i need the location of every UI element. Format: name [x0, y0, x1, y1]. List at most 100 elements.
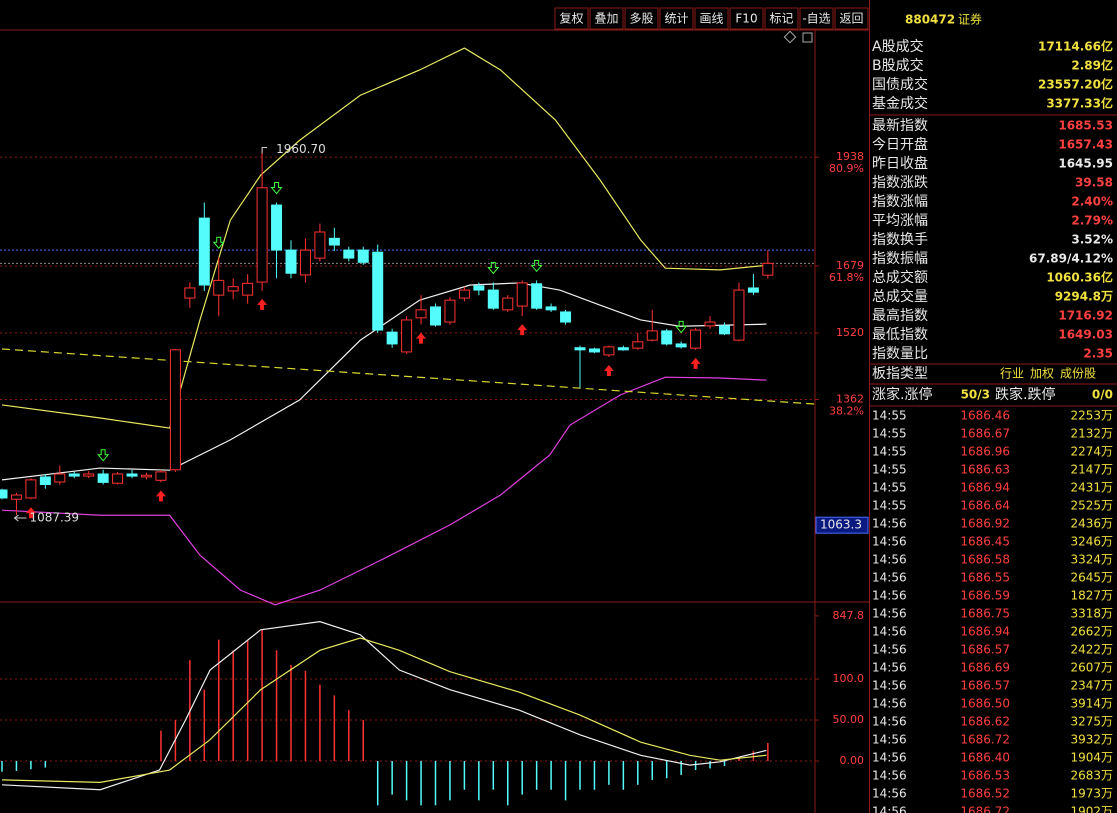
tick-time: 14:56	[872, 625, 907, 639]
tick-volume: 2645万	[1070, 571, 1113, 585]
candle-body	[227, 286, 239, 292]
icon-square[interactable]	[802, 32, 813, 43]
candle-body	[25, 479, 37, 499]
stat-label: 基金成交	[872, 95, 928, 112]
candle-body	[473, 285, 485, 291]
tick-volume: 2525万	[1070, 499, 1113, 513]
tick-price: 1686.45	[960, 535, 1010, 549]
tick-volume: 2147万	[1070, 463, 1113, 477]
candle-body	[719, 325, 730, 335]
candle-body	[198, 217, 210, 286]
candle-body	[444, 299, 456, 323]
candle-body	[112, 473, 124, 484]
tick-price: 1686.72	[960, 733, 1010, 747]
toolbar-button-label[interactable]: 叠加	[594, 12, 618, 26]
tick-time: 14:55	[872, 499, 907, 513]
breadth-value: 50/3	[961, 388, 990, 402]
toolbar-button[interactable]	[834, 7, 869, 30]
tick-volume: 1973万	[1070, 787, 1113, 801]
toolbar-button-label[interactable]: F10	[735, 12, 757, 26]
tick-price: 1686.40	[960, 751, 1010, 765]
tick-volume: 3275万	[1070, 715, 1113, 729]
macd-line	[1, 637, 767, 783]
candle-body	[632, 341, 644, 349]
tick-volume: 2253万	[1070, 409, 1113, 423]
cursor-box	[815, 516, 869, 534]
toolbar-button[interactable]	[659, 7, 694, 30]
stat-label: A股成交	[872, 38, 924, 55]
stat-label: 国债成交	[872, 76, 928, 93]
candle-body	[213, 279, 225, 296]
candle-body	[704, 321, 716, 327]
tick-price: 1686.53	[960, 769, 1010, 783]
toolbar-button[interactable]	[694, 7, 729, 30]
fib-label: 38.2%	[829, 404, 864, 417]
signal-arrow	[530, 259, 543, 273]
candle-body	[328, 237, 340, 246]
tick-volume: 2422万	[1070, 643, 1113, 657]
tick-price: 1686.58	[960, 553, 1010, 567]
signal-arrow	[416, 332, 427, 344]
candle-body	[560, 311, 572, 323]
tick-volume: 2436万	[1070, 517, 1113, 531]
toolbar-button-label[interactable]: 返回	[839, 12, 863, 26]
toolbar-button[interactable]	[729, 7, 764, 30]
tick-time: 14:56	[872, 535, 907, 549]
stat-value: 2.89亿	[1071, 58, 1113, 73]
annotation: 1087.39	[29, 511, 79, 525]
tick-time: 14:56	[872, 517, 907, 531]
toolbar-button[interactable]	[589, 7, 624, 30]
signal-arrow	[270, 182, 283, 195]
icon-diamond[interactable]	[783, 30, 797, 44]
annotation: 1960.70	[276, 142, 326, 156]
signal-arrow	[603, 364, 614, 376]
y-tick-label: 1362	[836, 392, 864, 405]
toolbar-button-label[interactable]: 统计	[664, 12, 688, 26]
candle-body	[83, 473, 95, 477]
tick-time: 14:56	[872, 589, 907, 603]
candle-body	[646, 330, 658, 341]
tick-volume: 2607万	[1070, 661, 1113, 675]
stat-value: 1716.92	[1058, 309, 1113, 323]
toolbar-button[interactable]	[554, 7, 589, 30]
toolbar-button-label[interactable]: 复权	[559, 12, 583, 26]
candle-body	[661, 330, 673, 345]
tick-volume: 2683万	[1070, 769, 1113, 783]
candle-body	[343, 249, 355, 259]
tick-price: 1686.72	[960, 805, 1010, 813]
sector-option[interactable]: 行业	[1000, 367, 1024, 381]
toolbar-button[interactable]	[624, 7, 659, 30]
toolbar-button-label[interactable]: 画线	[699, 12, 723, 26]
sector-option[interactable]: 加权	[1030, 367, 1054, 381]
macd-line	[1, 621, 767, 791]
toolbar-button[interactable]	[764, 7, 799, 30]
panel-name: 证券	[958, 12, 982, 27]
toolbar-button[interactable]	[799, 7, 834, 30]
signal-arrow	[675, 320, 688, 334]
candle-body	[747, 287, 759, 293]
stat-value: 39.58	[1075, 176, 1113, 190]
candle-body	[314, 231, 326, 259]
tick-price: 1686.94	[960, 625, 1010, 639]
toolbar-button-label[interactable]: -自选	[802, 12, 830, 26]
candle-body	[97, 473, 109, 483]
tick-time: 14:55	[872, 427, 907, 441]
tick-time: 14:56	[872, 769, 907, 783]
toolbar-button-label[interactable]: 标记	[769, 12, 793, 26]
candle-body	[531, 283, 543, 309]
tick-time: 14:55	[872, 445, 907, 459]
annotation-pointer	[13, 514, 27, 522]
sector-option[interactable]: 成份股	[1060, 367, 1096, 381]
tick-price: 1686.62	[960, 715, 1010, 729]
tick-volume: 3246万	[1070, 535, 1113, 549]
stat-value: 23557.20亿	[1038, 77, 1113, 92]
candle-body	[68, 473, 80, 477]
tick-time: 14:56	[872, 715, 907, 729]
toolbar-button-label[interactable]: 多股	[629, 12, 653, 26]
annotation-pointer	[261, 147, 268, 154]
tick-volume: 2132万	[1070, 427, 1113, 441]
stat-value: 1649.03	[1058, 328, 1113, 342]
fib-label: 61.8%	[829, 271, 864, 284]
tick-price: 1686.52	[960, 787, 1010, 801]
